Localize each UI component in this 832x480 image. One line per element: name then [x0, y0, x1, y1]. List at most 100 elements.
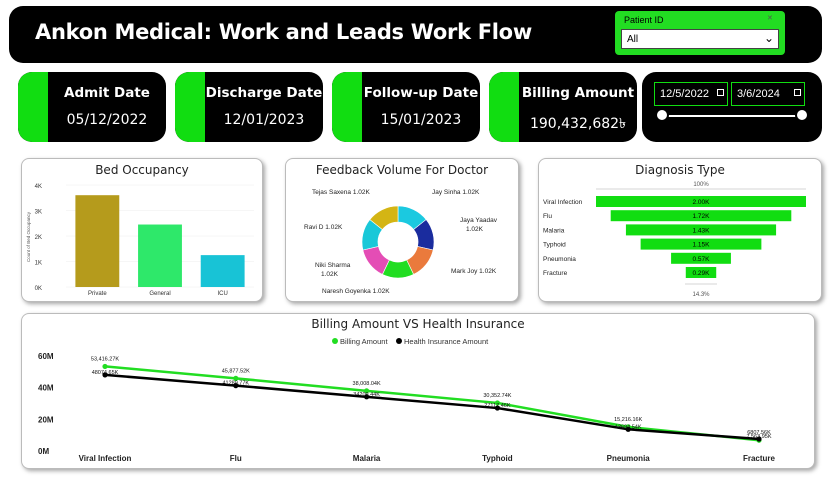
series-point: [233, 383, 239, 389]
date-slider-track[interactable]: [661, 115, 803, 117]
x-tick-label: Viral Infection: [79, 454, 132, 463]
dashboard-title: Ankon Medical: Work and Leads Work Flow: [35, 20, 532, 44]
funnel-category: Pneumonia: [543, 256, 576, 263]
end-date-value: 3/6/2024: [737, 88, 780, 100]
bed-occupancy-panel: Bed Occupancy 0K 1K 2K 3K 4K Count of Bed Occ…: [21, 158, 263, 302]
kpi-value: 05/12/2022: [66, 112, 148, 128]
donut-label: Naresh Goyenka 1.02K: [322, 288, 390, 295]
kpi-value: 190,432,682৳: [529, 116, 627, 132]
funnel-category: Flu: [543, 213, 552, 220]
data-label: 7,563.95K: [746, 434, 771, 440]
bed-occupancy-title: Bed Occupancy: [95, 163, 189, 177]
y-tick-label: 20M: [38, 415, 54, 424]
slicer-selected-value: All: [627, 34, 639, 45]
x-tick-label: Flu: [230, 454, 242, 463]
kpi-follow-up-date: Follow-up Date 15/01/2023: [332, 72, 480, 142]
series-line: [104, 365, 760, 442]
kpi-accent: [175, 72, 205, 142]
y-tick-label: 60M: [38, 352, 54, 361]
bed-occupancy-chart: 0K 1K 2K 3K 4K Count of Bed Occupancy Private G…: [26, 184, 254, 297]
kpi-label: Follow-up Date: [363, 85, 479, 101]
kpi-billing-amount: Billing Amount 190,432,682৳: [489, 72, 637, 142]
kpi-admit-date: Admit Date 05/12/2022: [18, 72, 166, 142]
kpi-label: Discharge Date: [205, 85, 323, 101]
legend-marker: [332, 338, 338, 344]
billing-panel: Billing Amount VS Health Insurance Billi…: [21, 313, 815, 469]
diagnosis-panel: Diagnosis Type 100% 2.00K Viral Infection 1…: [538, 158, 822, 302]
donut-label: Niki Sharma: [315, 262, 351, 269]
series-point: [102, 372, 108, 378]
slicer-label: Patient ID: [624, 15, 664, 25]
billing-line-chart: Billing Amount Health Insurance Amount 0M 2…: [38, 337, 776, 463]
data-label: 13694.54K: [615, 424, 642, 430]
kpi-label: Billing Amount: [521, 85, 635, 101]
x-tick-label: ICU: [217, 291, 227, 297]
kpi-value: 15/01/2023: [380, 112, 462, 128]
x-tick-label: Typhoid: [482, 454, 513, 463]
donut-label: Jaya Yaadav: [460, 217, 498, 224]
data-label: 53,416.27K: [91, 356, 119, 362]
start-date-value: 12/5/2022: [660, 88, 709, 100]
y-tick-label: 4K: [35, 184, 42, 190]
funnel-bar: [596, 196, 806, 207]
funnel-bar: [671, 252, 731, 264]
series-line: [104, 373, 760, 441]
data-label: 6807.56K: [747, 430, 771, 436]
kpi-accent: [332, 72, 362, 142]
date-slider-end-handle[interactable]: [795, 108, 809, 122]
kpi-accent: [18, 72, 48, 142]
data-label: 27117.46K: [484, 403, 511, 409]
funnel-value: 0.57K: [693, 256, 711, 263]
x-tick-label: Pneumonia: [607, 454, 651, 463]
series-point: [102, 363, 108, 370]
funnel-bar: [625, 224, 777, 236]
y-tick-label: 40M: [38, 384, 54, 393]
series-point: [364, 394, 370, 400]
calendar-icon[interactable]: [717, 89, 724, 96]
y-axis-label: Count of Bed Occupancy: [26, 211, 31, 262]
kpi-value: 12/01/2023: [223, 112, 305, 128]
funnel-bar: [610, 210, 792, 222]
kpi-accent: [489, 72, 519, 142]
funnel-category: Viral Infection: [543, 199, 583, 206]
data-label: 30,352.74K: [483, 393, 511, 399]
kpi-label: Admit Date: [64, 85, 150, 101]
chevron-down-icon[interactable]: ⌄: [763, 31, 774, 45]
feedback-panel: Feedback Volume For Doctor Jay Sinha 1.0…: [285, 158, 519, 302]
y-tick-label: 0K: [35, 286, 42, 292]
series-point: [756, 436, 762, 442]
funnel-bottom-label: 14.3%: [692, 292, 710, 298]
series-point: [364, 388, 370, 394]
bar: [200, 255, 245, 287]
x-tick-label: General: [149, 291, 170, 297]
funnel-category: Malaria: [543, 227, 565, 234]
funnel-value: 2.00K: [693, 199, 711, 206]
donut-label: Ravi D 1.02K: [304, 224, 343, 231]
legend-label: Billing Amount: [340, 337, 388, 346]
data-label: 41289.77K: [222, 381, 249, 387]
donut-label: Mark Joy 1.02K: [451, 268, 497, 275]
series-point: [494, 405, 500, 411]
donut-label: Tejas Saxena 1.02K: [312, 189, 370, 196]
data-label: 15,216.16K: [614, 417, 642, 423]
clear-filter-icon[interactable]: ✕: [767, 15, 773, 22]
donut-slice: [369, 205, 399, 230]
calendar-icon[interactable]: [794, 89, 801, 96]
funnel-category: Typhoid: [543, 242, 566, 249]
end-date-input[interactable]: 3/6/2024: [731, 82, 805, 106]
data-label: 34209.44K: [353, 392, 380, 398]
bar: [138, 224, 182, 287]
funnel-value: 1.72K: [693, 213, 711, 220]
series-point: [625, 426, 631, 432]
patient-id-dropdown[interactable]: All ⌄: [621, 29, 779, 49]
series-point: [494, 400, 500, 406]
patient-id-slicer[interactable]: Patient ID All ⌄: [615, 11, 785, 55]
date-slider-start-handle[interactable]: [655, 108, 669, 122]
billing-title: Billing Amount VS Health Insurance: [311, 317, 525, 331]
y-tick-label: 0M: [38, 447, 49, 456]
feedback-donut-chart: Jay Sinha 1.02K Jaya Yaadav 1.02K Mark Joy …: [304, 189, 498, 295]
y-tick-label: 1K: [35, 261, 42, 267]
kpi-discharge-date: Discharge Date 12/01/2023: [175, 72, 323, 142]
start-date-input[interactable]: 12/5/2022: [654, 82, 728, 106]
donut-label: Jay Sinha 1.02K: [432, 189, 480, 196]
